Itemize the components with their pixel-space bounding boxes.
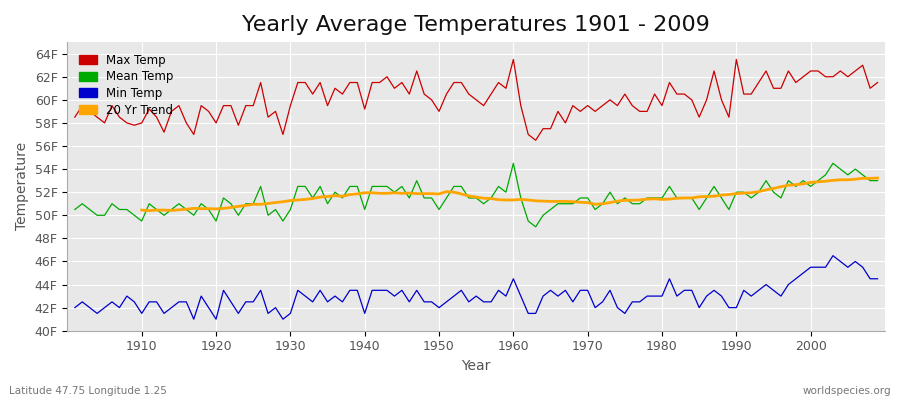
Title: Yearly Average Temperatures 1901 - 2009: Yearly Average Temperatures 1901 - 2009: [242, 15, 710, 35]
X-axis label: Year: Year: [462, 359, 490, 373]
Y-axis label: Temperature: Temperature: [15, 142, 29, 230]
Text: worldspecies.org: worldspecies.org: [803, 386, 891, 396]
Legend: Max Temp, Mean Temp, Min Temp, 20 Yr Trend: Max Temp, Mean Temp, Min Temp, 20 Yr Tre…: [73, 48, 180, 122]
Text: Latitude 47.75 Longitude 1.25: Latitude 47.75 Longitude 1.25: [9, 386, 166, 396]
